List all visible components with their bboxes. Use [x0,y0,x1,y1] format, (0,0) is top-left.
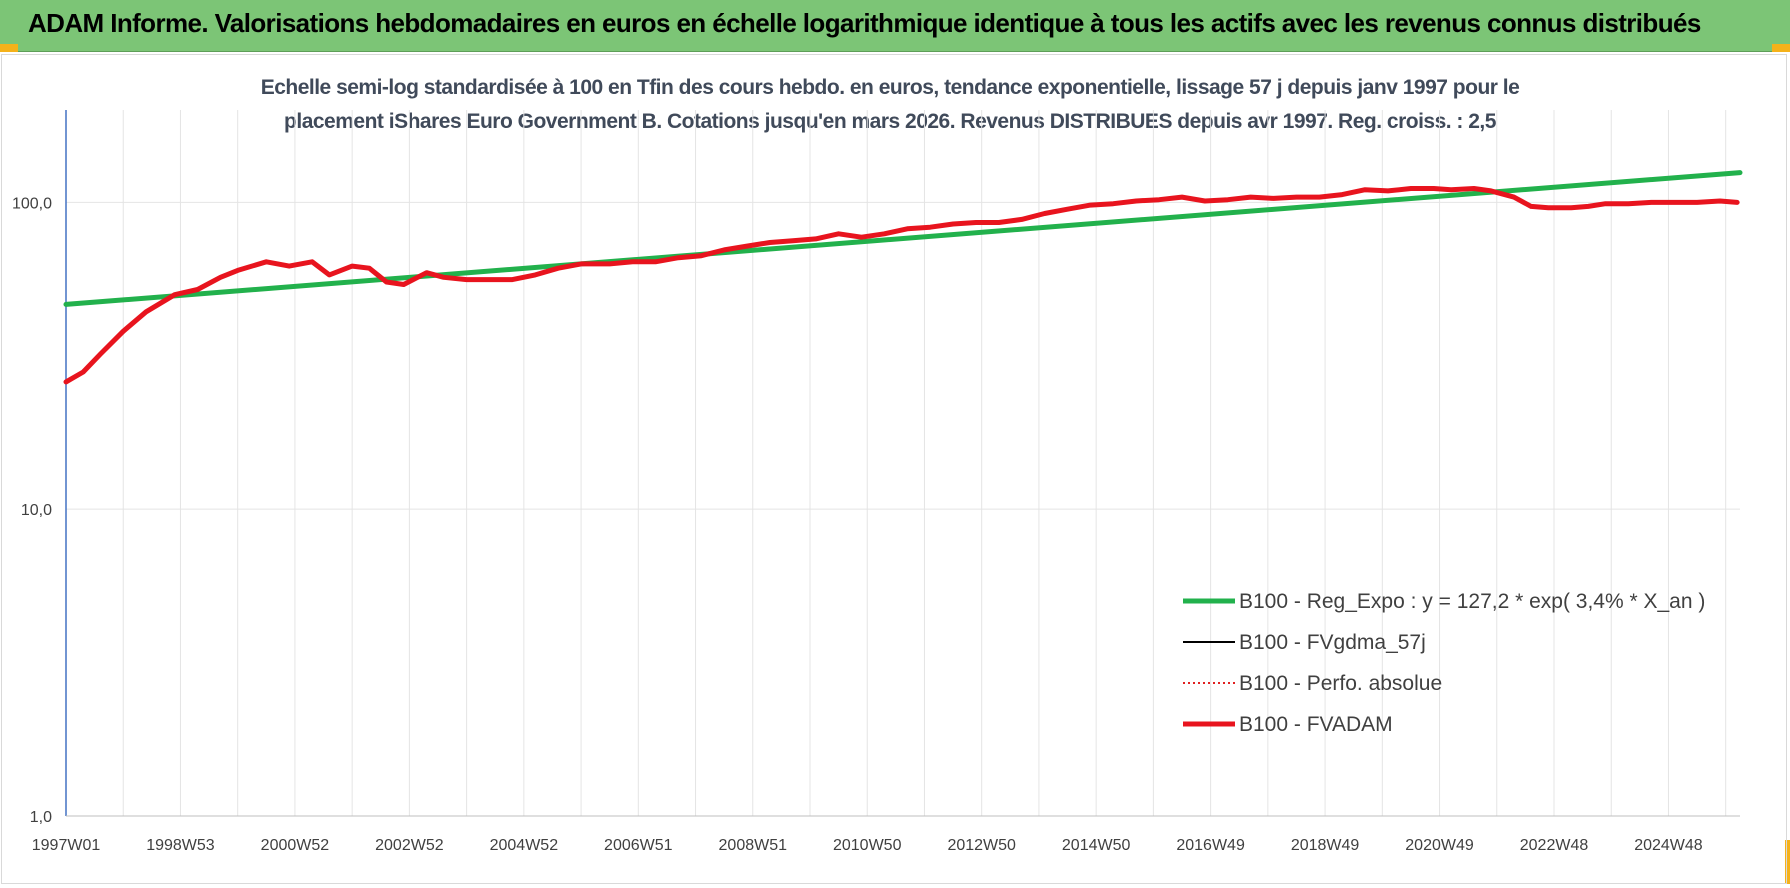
x-tick-label: 2016W49 [1176,837,1245,854]
x-tick-label: 2000W52 [261,837,330,854]
x-tick-label: 2006W51 [604,837,673,854]
series-line-0 [63,170,1743,307]
legend-label-2: B100 - Perfo. absolue [1239,672,1442,695]
x-tick-label: 2024W48 [1634,837,1703,854]
legend-label-1: B100 - FVgdma_57j [1239,631,1426,654]
series-line-3 [63,186,1740,385]
vertical-gridlines [65,110,1727,816]
chart-area-frame [1,54,1787,884]
x-tick-label: 2004W52 [490,837,559,854]
horizontal-gridlines [66,201,1740,817]
x-tick-labels: 1997W01 1998W53 2000W52 2002W52 2004W52 2006W… [32,837,1703,854]
y-tick-labels: 1,0 10,0 100,0 [12,195,52,826]
report-title-banner: ADAM Informe. Valorisations hebdomadaire… [0,0,1790,52]
x-tick-label: 2022W48 [1520,837,1589,854]
series-lines [63,170,1743,385]
axes [65,110,1740,817]
x-tick-label: 2020W49 [1405,837,1474,854]
legend-label-3: B100 - FVADAM [1239,713,1393,736]
x-tick-label: 1997W01 [32,837,101,854]
x-tick-label: 2018W49 [1291,837,1360,854]
corner-mark-top-left [0,44,18,52]
y-tick-label: 10,0 [21,502,52,519]
x-tick-label: 2014W50 [1062,837,1131,854]
report-title: ADAM Informe. Valorisations hebdomadaire… [28,8,1701,38]
y-tick-label: 100,0 [12,195,52,212]
corner-mark-bottom-right [1785,840,1790,884]
legend: B100 - Reg_Expo : y = 127,2 * exp( 3,4% … [1183,590,1705,736]
x-tick-label: 1998W53 [146,837,215,854]
y-tick-label: 1,0 [30,809,52,826]
x-tick-label: 2012W50 [947,837,1016,854]
chart-subtitle-line-1: Echelle semi-log standardisée à 100 en T… [260,76,1520,99]
x-tick-label: 2010W50 [833,837,902,854]
legend-label-0: B100 - Reg_Expo : y = 127,2 * exp( 3,4% … [1239,590,1705,613]
x-tick-label: 2002W52 [375,837,444,854]
chart-subtitle-line-2: placement iShares Euro Government B. Cot… [284,110,1496,133]
corner-mark-top-right [1772,44,1790,52]
x-tick-label: 2008W51 [719,837,788,854]
